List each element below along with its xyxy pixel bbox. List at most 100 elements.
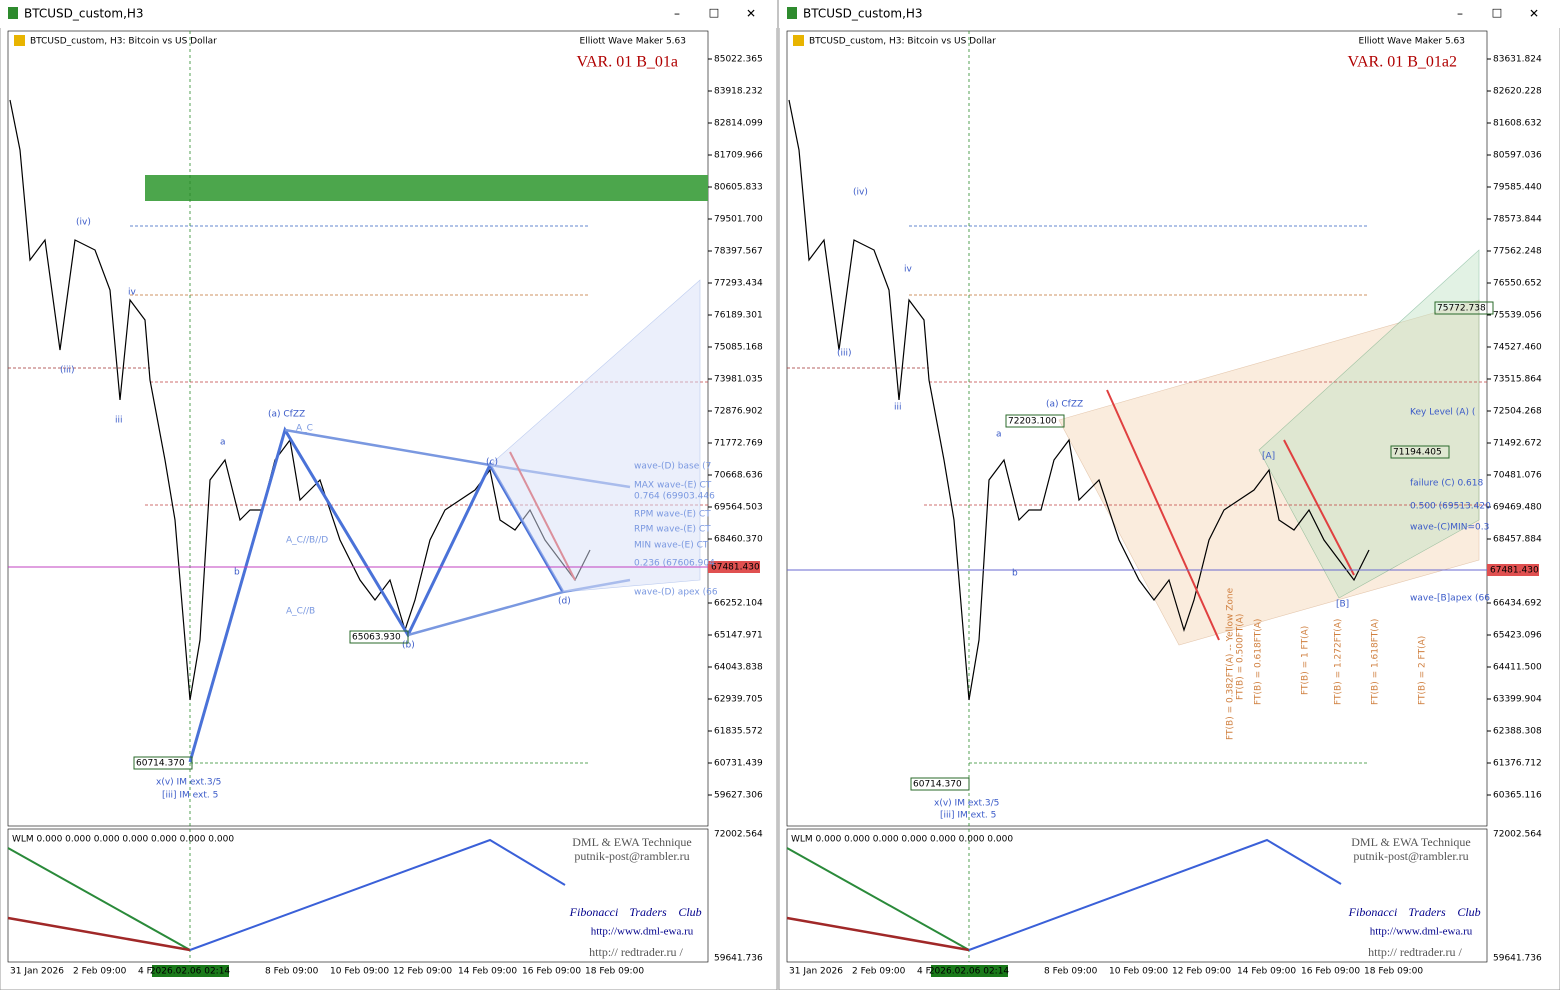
symbol-icon: [14, 35, 25, 46]
annotation: 60714.370: [913, 780, 962, 790]
green-zone: [145, 175, 708, 201]
price-label: 82814.099: [714, 119, 763, 129]
price-label: 79501.700: [714, 215, 763, 225]
price-label: 70481.076: [1493, 471, 1542, 481]
price-label: 71772.769: [714, 439, 763, 449]
window-button[interactable]: –: [674, 7, 680, 21]
price-label: 69564.503: [714, 503, 763, 513]
price-label: 66252.104: [714, 599, 763, 609]
annotation-box: [133, 756, 193, 770]
ind-green: [786, 847, 970, 951]
symbol-info: BTCUSD_custom, H3: Bitcoin vs US Dollar: [809, 37, 996, 47]
time-label: 8 Feb 09:00: [265, 967, 319, 977]
time-label: 10 Feb 09:00: [330, 967, 389, 977]
annotation: b: [234, 568, 240, 578]
annotation: wave-(C)MIN=0.3: [1410, 523, 1489, 533]
annotation: a: [220, 438, 226, 448]
time-label: 31 Jan 2026: [789, 967, 843, 977]
cursor-time: 2026.02.06 02:14: [929, 967, 1010, 977]
title-bar: [0, 0, 777, 28]
time-label: 18 Feb 09:00: [1364, 967, 1423, 977]
annotation: failure (C) 0.618: [1410, 479, 1483, 489]
annotation: FT(B) = 0.382FT(A) -- Yellow Zone: [1226, 587, 1236, 740]
price-label: 66434.692: [1493, 599, 1542, 609]
price-label: 69469.480: [1493, 503, 1542, 513]
price-label: 63399.904: [1493, 695, 1542, 705]
annotation: (iii): [60, 366, 75, 376]
price-label: 83918.232: [714, 87, 763, 97]
annotation: MIN wave-(E) CT: [634, 541, 709, 551]
current-price: 67481.430: [1490, 566, 1539, 576]
annotation: FT(B) = 0.500FT(A): [1236, 614, 1246, 700]
time-label: 2 Feb 09:00: [852, 967, 906, 977]
window-button[interactable]: ✕: [1529, 7, 1539, 21]
chart-window: BTCUSD_custom,H3 – ☐ ✕ BTCUSD_custom, H3: Bi…: [778, 0, 1560, 990]
window-button[interactable]: ☐: [709, 7, 720, 21]
credit-text: Club: [1457, 905, 1480, 919]
credit-text: http:// redtrader.ru /: [1368, 945, 1462, 959]
price-label: 81709.966: [714, 151, 763, 161]
indicator-axis-label: 72002.564: [1493, 830, 1542, 840]
current-price-box: [1487, 564, 1539, 576]
annotation: (iv): [76, 218, 91, 228]
wlm-label: WLM 0.000 0.000 0.000 0.000 0.000 0.000 …: [12, 835, 234, 845]
price-label: 71492.672: [1493, 439, 1542, 449]
price-label: 72876.902: [714, 407, 763, 417]
annotation: [iii] IM ext. 5: [940, 811, 996, 821]
annotation: FT(B) = 0.618FT(A): [1254, 619, 1264, 705]
price-label: 72504.268: [1493, 407, 1542, 417]
annotation: [A]: [1262, 452, 1275, 462]
price-path: [788, 99, 1370, 701]
price-label: 62388.308: [1493, 727, 1542, 737]
indicator-axis-label: 72002.564: [714, 830, 763, 840]
credit-text: Club: [678, 905, 701, 919]
window-button[interactable]: ✕: [746, 7, 756, 21]
annotation-box: [910, 777, 970, 791]
price-label: 73515.864: [1493, 375, 1542, 385]
credit-text: DML & EWA Technique: [572, 835, 691, 849]
price-label: 68460.370: [714, 535, 763, 545]
annotation-box: [1005, 414, 1065, 428]
time-label: 12 Feb 09:00: [393, 967, 452, 977]
price-label: 61376.712: [1493, 759, 1542, 769]
symbol-icon: [793, 35, 804, 46]
time-label: 18 Feb 09:00: [585, 967, 644, 977]
annotation: [iii] IM ext. 5: [162, 791, 218, 801]
indicator-area: [7, 828, 709, 963]
annotation: FT(B) = 1.618FT(A): [1371, 619, 1381, 705]
price-label: 80597.036: [1493, 151, 1542, 161]
price-label: 80605.833: [714, 183, 763, 193]
annotation: FT(B) = 1 FT(A): [1301, 626, 1311, 695]
window-button[interactable]: ☐: [1492, 7, 1503, 21]
price-label: 83631.824: [1493, 55, 1542, 65]
annotation: b: [1012, 569, 1018, 579]
variant-label: VAR. 01 B_01a2: [1348, 54, 1458, 71]
ind-red: [786, 916, 970, 952]
time-label: 8 Feb 09:00: [1044, 967, 1098, 977]
ind-green: [7, 847, 191, 951]
ind-blue: [189, 838, 566, 951]
annotation: wave-(D) apex (66: [634, 588, 718, 598]
price-label: 82620.228: [1493, 87, 1542, 97]
annotation: (a) CfZZ: [268, 410, 305, 420]
annotation-box: [1390, 445, 1450, 459]
time-label: 4 F: [917, 967, 931, 977]
time-label: 16 Feb 09:00: [522, 967, 581, 977]
price-label: 68457.884: [1493, 535, 1542, 545]
indicator-name: Elliott Wave Maker 5.63: [1359, 37, 1465, 47]
time-label: 31 Jan 2026: [10, 967, 64, 977]
annotation: A_C//B//D: [286, 536, 328, 546]
price-label: 59627.306: [714, 791, 763, 801]
annotation: a: [996, 430, 1002, 440]
red-leg: [1283, 439, 1355, 576]
annotation: 72203.100: [1008, 417, 1057, 427]
chart-window: BTCUSD_custom,H3 – ☐ ✕ BTCUSD_custom, H3: Bi…: [0, 0, 778, 990]
price-label: 78397.567: [714, 247, 763, 257]
time-label: 2 Feb 09:00: [73, 967, 127, 977]
window-button[interactable]: –: [1457, 7, 1463, 21]
credit-text: putnik-post@rambler.ru: [574, 849, 689, 863]
annotation: FT(B) = 1.272FT(A): [1334, 619, 1344, 705]
price-label: 74527.460: [1493, 343, 1542, 353]
title-bar: [779, 0, 1560, 28]
